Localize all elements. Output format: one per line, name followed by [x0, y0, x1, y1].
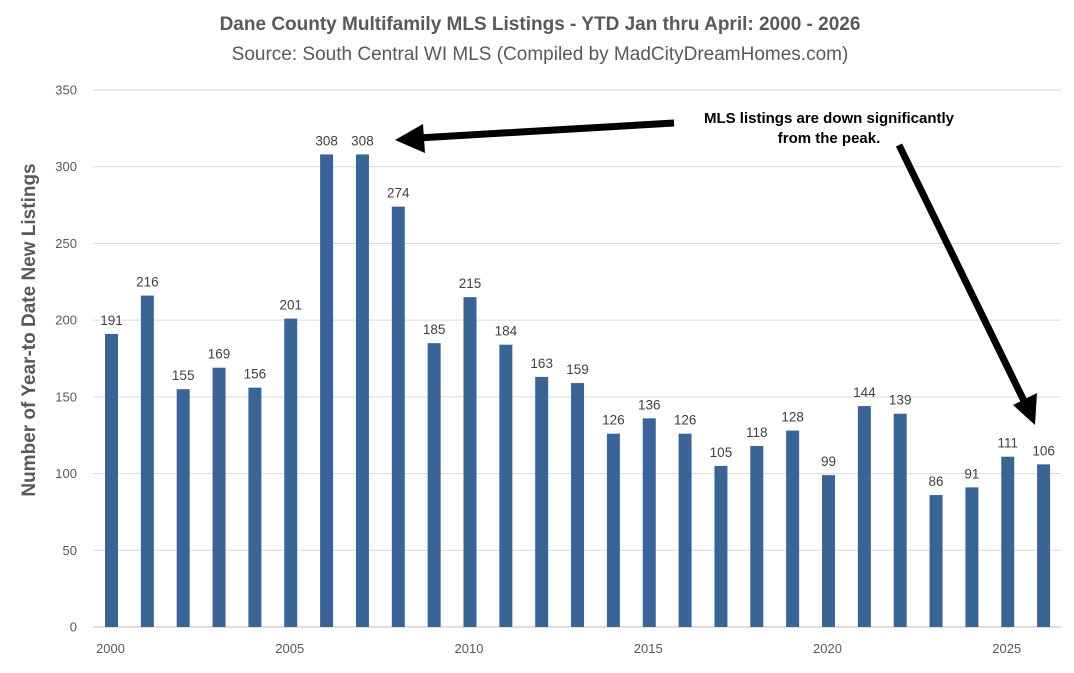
data-label-2016: 126 — [674, 413, 697, 428]
x-tick-label: 2005 — [275, 641, 304, 656]
chart-subtitle: Source: South Central WI MLS (Compiled b… — [232, 44, 849, 65]
data-label-2013: 159 — [566, 362, 589, 377]
data-label-2017: 105 — [710, 445, 733, 460]
data-label-2023: 86 — [929, 474, 944, 489]
x-axis: 2000 2005 2010 2015 2020 2025 — [96, 641, 1021, 656]
data-label-2006: 308 — [315, 133, 338, 148]
data-label-2009: 185 — [423, 322, 446, 337]
bar-2012 — [535, 376, 549, 627]
y-tick-label: 100 — [55, 466, 77, 481]
annotation-arrow-down — [895, 143, 1037, 425]
chart-title: Dane County Multifamily MLS Listings - Y… — [220, 14, 861, 35]
data-label-2012: 163 — [530, 356, 553, 371]
bar-2001 — [140, 295, 154, 627]
data-label-2003: 169 — [208, 347, 231, 362]
bar-2017 — [714, 465, 728, 627]
bar-2020 — [822, 475, 835, 627]
data-label-2001: 216 — [136, 275, 159, 290]
data-label-2005: 201 — [279, 298, 302, 313]
annotation: MLS listings are down significantly from… — [704, 110, 955, 147]
bar-2024 — [965, 487, 979, 627]
data-label-2021: 144 — [853, 385, 876, 400]
y-tick-label: 0 — [70, 620, 77, 635]
bars — [105, 154, 1051, 627]
data-label-2022: 139 — [889, 393, 912, 408]
bar-2015 — [642, 418, 656, 627]
bar-2021 — [857, 406, 871, 627]
x-tick-label: 2020 — [813, 641, 842, 656]
bar-2002 — [176, 389, 190, 627]
data-label-2000: 191 — [100, 313, 123, 328]
y-tick-label: 50 — [63, 543, 77, 558]
y-axis: 0 50 100 150 200 250 300 350 — [55, 83, 77, 635]
annotation-line2: from the peak. — [778, 130, 881, 147]
data-label-2019: 128 — [781, 410, 804, 425]
bar-2008 — [391, 206, 405, 627]
bar-2009 — [427, 343, 441, 627]
bar-2003 — [212, 367, 226, 627]
annotation-arrow-left — [395, 119, 675, 153]
data-label-2014: 126 — [602, 413, 625, 428]
bar-2006 — [320, 154, 334, 627]
y-tick-label: 200 — [55, 313, 77, 328]
bar-2026 — [1037, 464, 1051, 627]
data-label-2007: 308 — [351, 133, 374, 148]
bar-2016 — [678, 433, 692, 627]
y-tick-label: 250 — [55, 236, 77, 251]
bar-2025 — [1001, 456, 1015, 627]
x-tick-label: 2025 — [992, 641, 1021, 656]
x-tick-label: 2010 — [455, 641, 484, 656]
data-label-2020: 99 — [821, 454, 836, 469]
bar-2000 — [105, 333, 118, 627]
bar-2014 — [606, 433, 620, 627]
x-tick-label: 2000 — [96, 641, 125, 656]
bar-2005 — [284, 318, 298, 627]
bar-2019 — [786, 430, 800, 627]
bar-2022 — [893, 413, 907, 627]
y-tick-label: 350 — [55, 83, 77, 98]
bar-2011 — [499, 344, 513, 627]
data-label-2018: 118 — [746, 425, 768, 440]
bar-2018 — [750, 445, 764, 627]
bar-2013 — [571, 383, 585, 627]
bar-2023 — [929, 495, 943, 627]
data-label-2004: 156 — [244, 367, 267, 382]
data-label-2025: 111 — [997, 436, 1018, 451]
data-label-2026: 106 — [1032, 443, 1055, 458]
data-label-2024: 91 — [964, 466, 979, 481]
data-label-2011: 184 — [495, 324, 518, 339]
data-label-2002: 155 — [172, 368, 195, 383]
bar-2007 — [355, 154, 369, 627]
data-label-2010: 215 — [459, 276, 482, 291]
annotation-line1: MLS listings are down significantly — [704, 110, 955, 127]
data-labels: 191 216 155 169 156 201 308 308 274 185 215 184 163 1… — [100, 133, 1055, 489]
y-tick-label: 150 — [55, 389, 77, 404]
data-label-2008: 274 — [387, 186, 410, 201]
y-tick-label: 300 — [55, 159, 77, 174]
y-axis-label: Number of Year-to Date New Listings — [19, 163, 40, 496]
data-label-2015: 136 — [638, 397, 661, 412]
bar-2004 — [248, 387, 262, 627]
x-tick-label: 2015 — [634, 641, 663, 656]
bar-2010 — [463, 297, 477, 627]
